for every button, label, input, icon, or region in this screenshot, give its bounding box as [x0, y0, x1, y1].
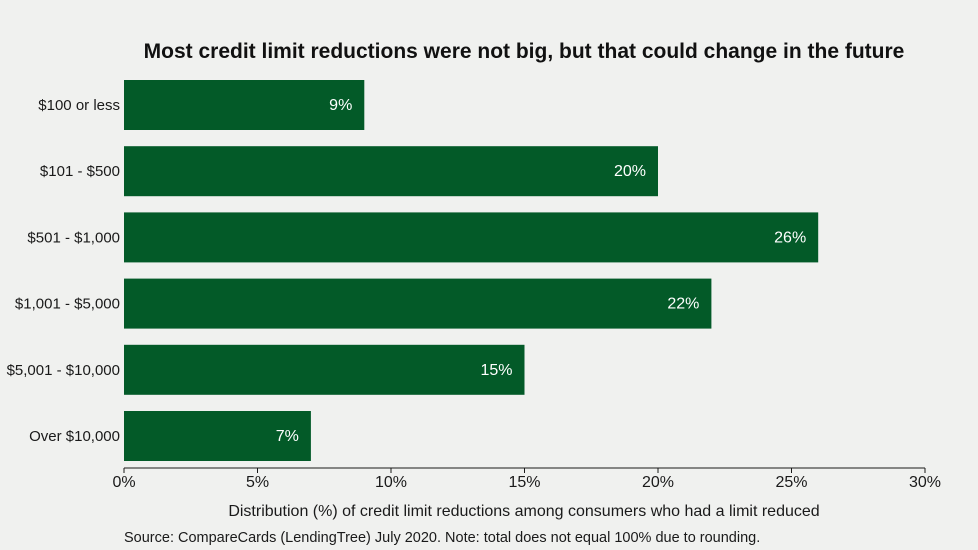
- x-tick-label: 20%: [642, 474, 674, 491]
- value-labels: 9% 20% 26% 22% 15% 7%: [276, 97, 806, 445]
- category-label: $101 - $500: [40, 163, 120, 180]
- category-labels: $100 or less $101 - $500 $501 - $1,000 $1,0…: [7, 97, 120, 445]
- category-label: $5,001 - $10,000: [7, 362, 120, 379]
- x-axis-label: Distribution (%) of credit limit reducti…: [228, 503, 819, 520]
- x-tick-label: 10%: [375, 474, 407, 491]
- bar: [124, 278, 712, 329]
- x-tick-label: 30%: [909, 474, 941, 491]
- bar-value-label: 20%: [614, 163, 646, 180]
- chart-title: Most credit limit reductions were not bi…: [144, 40, 905, 63]
- x-axis-ticks: 0% 5% 10% 15% 20% 25% 30%: [112, 468, 941, 491]
- x-tick-label: 25%: [775, 474, 807, 491]
- bar: [124, 212, 819, 263]
- x-tick-label: 0%: [112, 474, 135, 491]
- x-tick-label: 5%: [246, 474, 269, 491]
- source-note: Source: CompareCards (LendingTree) July …: [124, 530, 760, 546]
- category-label: Over $10,000: [29, 428, 120, 445]
- bar-value-label: 7%: [276, 428, 299, 445]
- bar-value-label: 9%: [329, 97, 352, 114]
- bar: [124, 411, 311, 461]
- x-tick-label: 15%: [508, 474, 540, 491]
- category-label: $501 - $1,000: [27, 229, 120, 246]
- bar-value-label: 26%: [774, 229, 806, 246]
- category-label: $1,001 - $5,000: [15, 296, 120, 313]
- bar: [124, 80, 365, 130]
- bar: [124, 344, 525, 395]
- bar-value-label: 15%: [480, 362, 512, 379]
- bars-group: [124, 80, 819, 461]
- category-label: $100 or less: [38, 97, 120, 114]
- bar: [124, 146, 658, 197]
- bar-value-label: 22%: [667, 296, 699, 313]
